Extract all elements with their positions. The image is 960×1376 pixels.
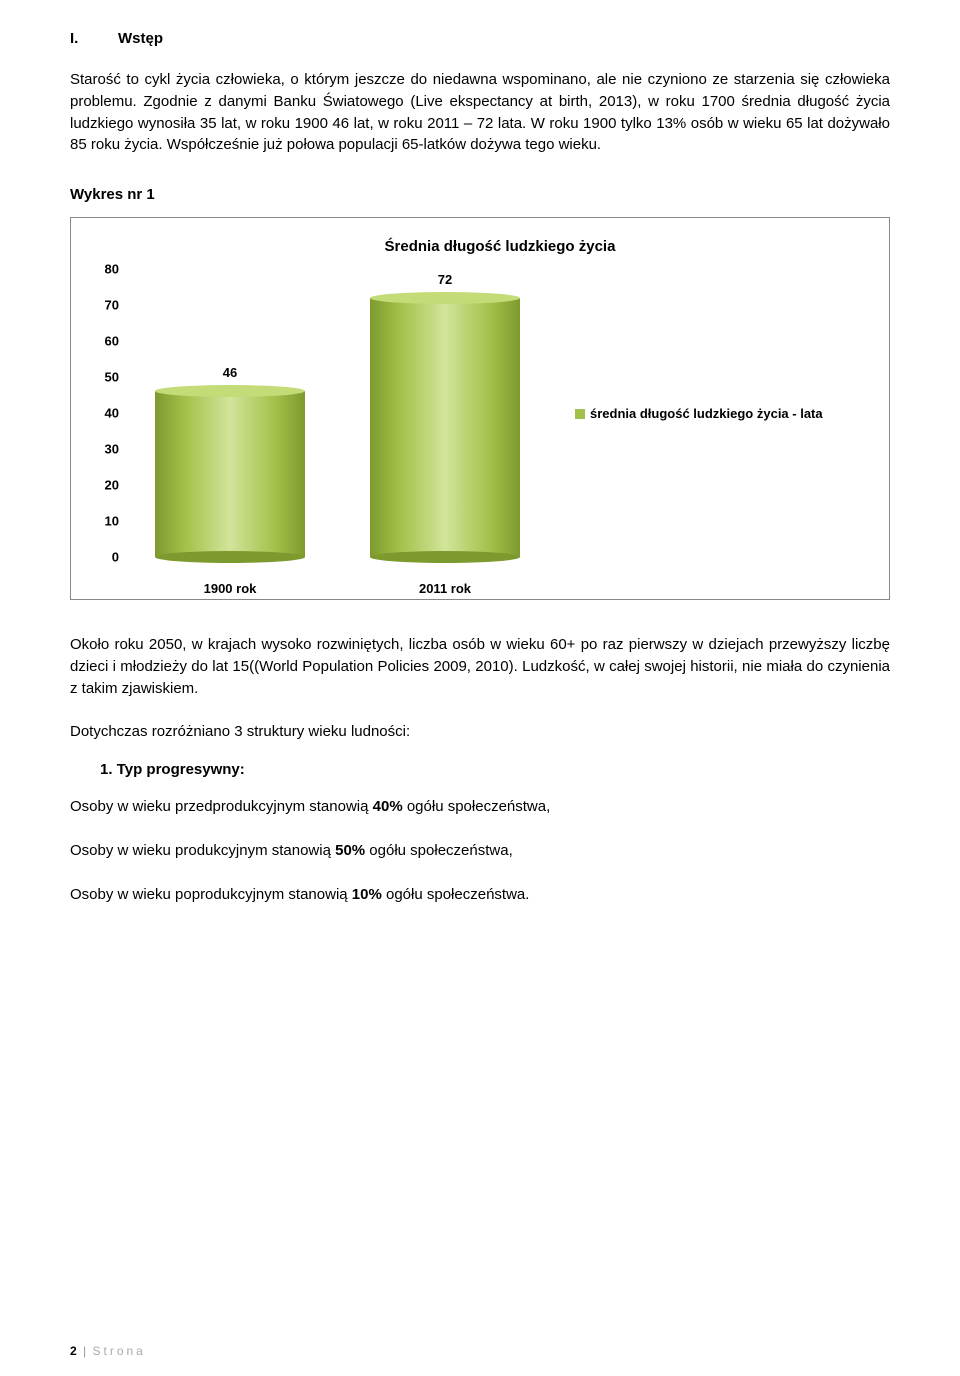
line2c: ogółu społeczeństwa,: [365, 842, 513, 859]
section-heading: I.Wstęp: [70, 30, 890, 47]
bar-value-label: 46: [155, 365, 305, 380]
footer-label: Strona: [93, 1344, 146, 1358]
chart-bar: 46: [155, 391, 305, 557]
y-tick: 80: [105, 262, 119, 277]
chart-legend: średnia długość ludzkiego życia - lata: [575, 406, 823, 421]
chart-container: Średnia długość ludzkiego życia 0 10 20 30 4…: [70, 217, 890, 600]
y-tick: 40: [105, 406, 119, 421]
heading-title: Wstęp: [118, 30, 163, 47]
list-num: 1.: [100, 761, 113, 778]
footer-sep: |: [83, 1344, 86, 1358]
chart-label: Wykres nr 1: [70, 186, 890, 203]
heading-num: I.: [70, 30, 118, 47]
chart-plot: 01020304050607080 4672 1900 rok2011 rok: [91, 261, 551, 581]
y-axis: 0 10 20 30 40 50 60 70 80: [91, 261, 125, 581]
y-tick: 70: [105, 298, 119, 313]
line2a: Osoby w wieku produkcyjnym stanowią: [70, 842, 335, 859]
y-tick: 30: [105, 442, 119, 457]
y-tick: 10: [105, 514, 119, 529]
y-tick: 20: [105, 478, 119, 493]
line3a: Osoby w wieku poprodukcyjnym stanowią: [70, 886, 352, 903]
y-tick: 60: [105, 334, 119, 349]
legend-label: średnia długość ludzkiego życia - lata: [590, 406, 823, 421]
line1c: ogółu społeczeństwa,: [403, 798, 551, 815]
para-3: Dotychczas rozróżniano 3 struktury wieku…: [70, 721, 890, 743]
para-1: Starość to cykl życia człowieka, o który…: [70, 69, 890, 156]
plot-area: 46 72: [125, 269, 551, 557]
line-2: Osoby w wieku produkcyjnym stanowią 50% …: [70, 840, 890, 862]
chart-bar: 72: [370, 298, 520, 557]
page-footer: 2 | Strona: [70, 1344, 146, 1358]
list-title: Typ progresywny:: [117, 761, 245, 778]
y-tick: 0: [112, 550, 119, 565]
legend-swatch-icon: [575, 409, 585, 419]
line1b: 40%: [373, 798, 403, 815]
line1a: Osoby w wieku przedprodukcyjnym stanowią: [70, 798, 373, 815]
para-2: Około roku 2050, w krajach wysoko rozwin…: [70, 634, 890, 699]
line3c: ogółu społeczeństwa.: [382, 886, 530, 903]
chart-title: Średnia długość ludzkiego życia: [131, 238, 869, 255]
line3b: 10%: [352, 886, 382, 903]
bar-value-label: 72: [370, 272, 520, 287]
y-tick: 50: [105, 370, 119, 385]
line-3: Osoby w wieku poprodukcyjnym stanowią 10…: [70, 884, 890, 906]
line-1: Osoby w wieku przedprodukcyjnym stanowią…: [70, 796, 890, 818]
x-tick-label: 1900 rok: [155, 581, 305, 596]
list-item-1: 1. Typ progresywny:: [100, 761, 890, 778]
page-number: 2: [70, 1344, 77, 1358]
line2b: 50%: [335, 842, 365, 859]
x-tick-label: 2011 rok: [370, 581, 520, 596]
